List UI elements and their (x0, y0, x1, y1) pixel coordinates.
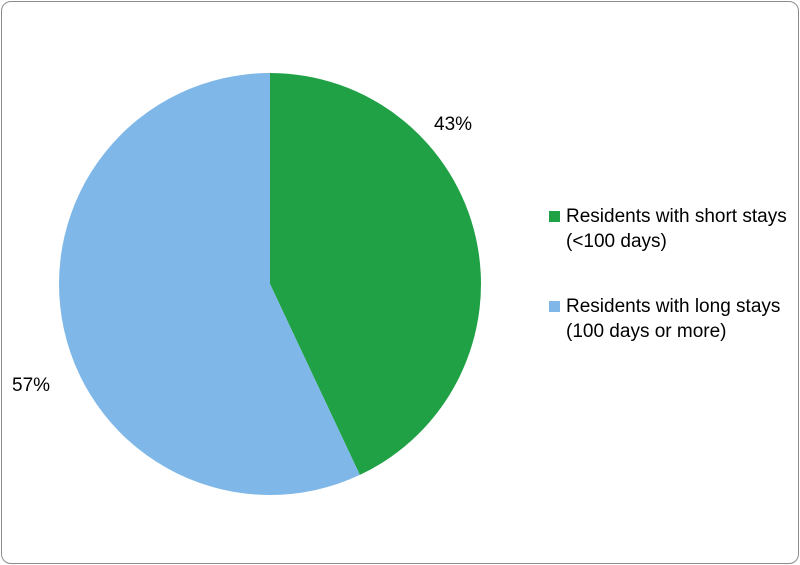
legend-label-short-stays: Residents with short stays (<100 days) (566, 206, 787, 252)
legend-swatch-long-stays (549, 301, 560, 312)
legend-item-long-stays: Residents with long stays (100 days or m… (549, 294, 794, 344)
legend-item-short-stays: Residents with short stays (<100 days) (549, 204, 794, 254)
pie-slice-short-stays (270, 73, 481, 475)
pie-slice-long-stays (59, 73, 360, 495)
data-label-long-stays: 57% (12, 375, 51, 396)
legend-swatch-short-stays (549, 211, 560, 222)
data-label-short-stays: 43% (434, 114, 473, 135)
legend-label-long-stays: Residents with long stays (100 days or m… (566, 296, 781, 342)
